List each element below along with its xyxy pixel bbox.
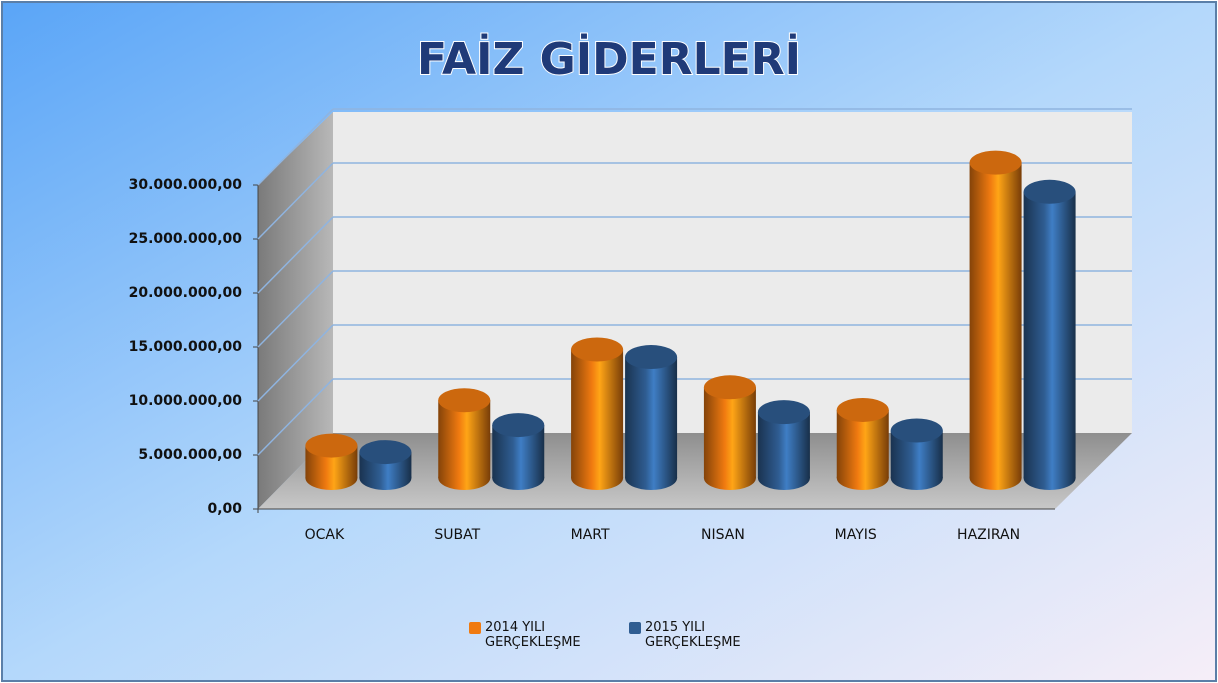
bar-top	[890, 418, 943, 443]
grid-line	[257, 162, 334, 240]
bar	[703, 387, 756, 478]
legend-swatch	[629, 622, 641, 634]
bar-top	[703, 375, 756, 400]
y-tick-label: 20.000.000,00	[129, 285, 243, 301]
x-tick-label: NISAN	[701, 527, 745, 543]
bar-top	[571, 337, 624, 362]
x-tick-label: OCAK	[305, 527, 345, 543]
x-tick-label: SUBAT	[434, 527, 480, 543]
grid-line	[257, 270, 334, 348]
bar	[625, 357, 678, 478]
legend-label: 2014 YILI GERÇEKLEŞME	[485, 620, 581, 650]
chart-title: FAİZ GİDERLERİ	[417, 32, 801, 85]
bar	[438, 400, 491, 478]
bar-top	[757, 400, 810, 425]
x-tick-label: HAZIRAN	[957, 527, 1020, 543]
bar	[969, 162, 1022, 478]
legend-swatch	[469, 622, 481, 634]
bar-top	[359, 440, 412, 465]
grid-line	[257, 378, 334, 456]
side-wall	[258, 112, 333, 509]
back-wall	[333, 112, 1132, 433]
y-tick-label: 0,00	[207, 501, 242, 517]
y-tick-label: 5.000.000,00	[138, 447, 242, 463]
legend-label: 2015 YILI GERÇEKLEŞME	[645, 620, 741, 650]
legend-item: 2015 YILI GERÇEKLEŞME	[629, 620, 749, 650]
y-tick-label: 30.000.000,00	[129, 177, 243, 193]
legend: 2014 YILI GERÇEKLEŞME 2015 YILI GERÇEKLEŞ…	[0, 620, 1218, 650]
bar-top	[625, 345, 678, 370]
x-tick-label: MAYIS	[835, 527, 877, 543]
bar-top	[1023, 179, 1076, 204]
y-tick-label: 10.000.000,00	[129, 393, 243, 409]
x-tick-label: MART	[571, 527, 610, 543]
bar	[1023, 191, 1076, 479]
grid-line	[257, 324, 334, 402]
bar-top	[438, 388, 491, 413]
bar-top	[492, 413, 545, 438]
grid-line	[257, 216, 334, 294]
y-tick-label: 25.000.000,00	[129, 231, 243, 247]
legend-item: 2014 YILI GERÇEKLEŞME	[469, 620, 589, 650]
bar-top	[836, 397, 889, 422]
bar-top	[305, 433, 358, 458]
bar-top	[969, 150, 1022, 175]
grid-line	[257, 108, 334, 186]
bar	[571, 349, 624, 478]
y-tick-label: 15.000.000,00	[129, 339, 243, 355]
